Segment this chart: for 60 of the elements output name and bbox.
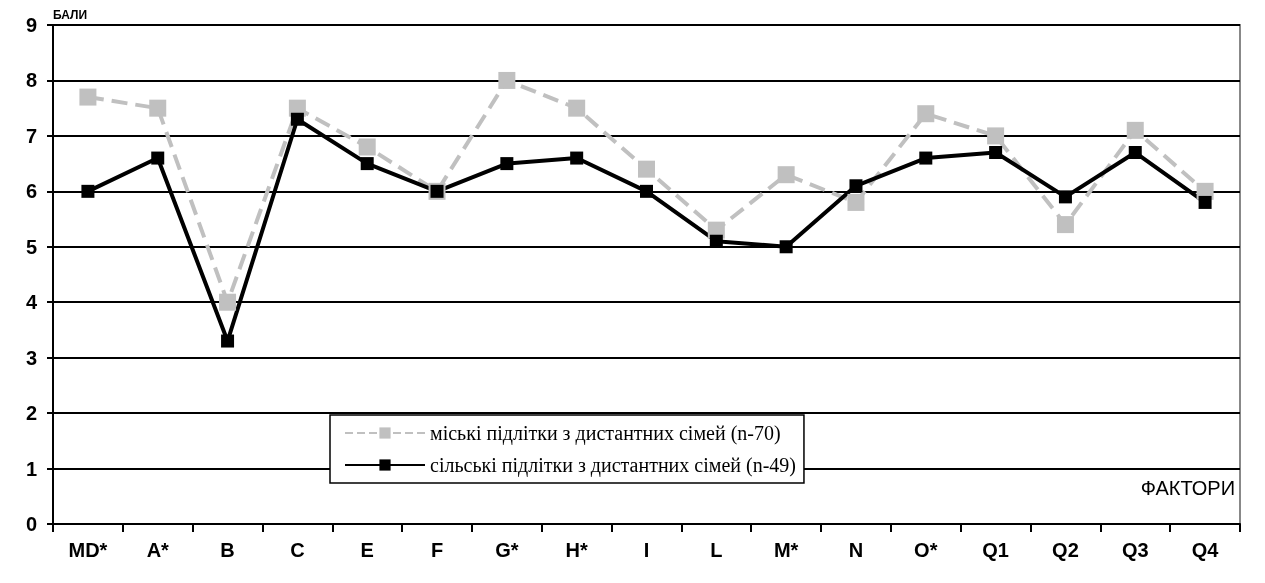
y-tick-label: 1 [25, 457, 37, 480]
x-tick-label: Q1 [982, 539, 1009, 561]
y-tick-label: 8 [25, 69, 37, 92]
y-tick-label: 6 [25, 180, 37, 203]
point [1126, 121, 1144, 139]
point [777, 166, 795, 184]
point [1056, 216, 1074, 234]
x-tick-label: Q3 [1121, 539, 1149, 561]
x-tick-label: G* [495, 539, 519, 561]
x-tick-label: B [220, 539, 235, 561]
legend-label: міські підлітки з дистантних сімей (n-70) [430, 422, 781, 445]
x-tick-label: M* [773, 539, 799, 561]
point [1128, 146, 1142, 160]
point [987, 127, 1005, 145]
x-tick-label: L [710, 539, 723, 561]
point [498, 71, 516, 89]
point [358, 138, 376, 156]
point [81, 184, 95, 198]
point [568, 99, 586, 117]
x-tick-label: N [848, 539, 864, 561]
x-axis-title: ФАКТОРИ [1140, 477, 1236, 499]
point [1198, 195, 1212, 209]
legend-label: сільські підлітки з дистантних сімей (n-49) [430, 454, 796, 477]
x-tick-label: MD* [68, 539, 108, 561]
point [79, 88, 97, 106]
y-tick-label: 2 [25, 402, 37, 425]
x-tick-label: H* [565, 539, 588, 561]
y-tick-label: 3 [25, 346, 37, 369]
point [290, 112, 304, 126]
x-tick-label: O* [914, 539, 938, 561]
x-tick-label: E [360, 539, 374, 561]
x-tick-label: Q4 [1191, 539, 1220, 561]
point [570, 151, 584, 165]
x-tick-label: I [643, 539, 650, 561]
x-tick-label: F [430, 539, 444, 561]
point [221, 334, 235, 348]
x-tick-label: C [290, 539, 305, 561]
point [709, 234, 723, 248]
point [500, 157, 514, 171]
point [1058, 190, 1072, 204]
point [917, 105, 935, 123]
point [847, 193, 865, 211]
point [638, 160, 655, 178]
point [360, 157, 374, 171]
y-tick-label: 7 [25, 124, 37, 147]
point [919, 151, 933, 165]
point [640, 184, 653, 198]
y-tick-label: 4 [25, 291, 38, 314]
point [149, 99, 167, 117]
x-tick-label: A* [146, 539, 170, 561]
point [849, 179, 863, 193]
y-axis-title: БАЛИ [53, 8, 88, 22]
point [989, 146, 1003, 160]
y-tick-label: 0 [25, 513, 37, 535]
y-tick-label: 9 [25, 14, 37, 36]
point [219, 293, 237, 311]
y-tick-label: 5 [25, 235, 37, 258]
point [151, 151, 165, 165]
point [779, 240, 793, 254]
x-tick-label: Q2 [1052, 539, 1079, 561]
